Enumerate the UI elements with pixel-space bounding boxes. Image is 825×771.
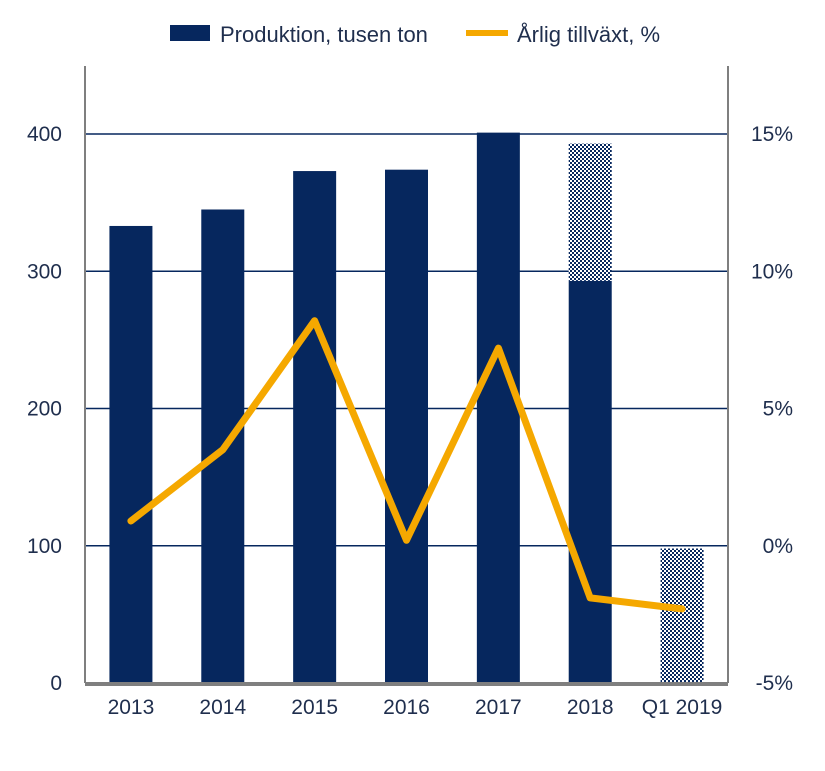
left-tick-label: 400 [27,123,62,146]
right-tick-label: 0% [763,535,793,558]
tick-labels: 0 100 200 300 400 -5% 0% 5% 10% 15% 2013 2014 2015 20… [27,123,793,719]
legend-line-label: Årlig tillväxt, % [517,22,660,47]
left-tick-label: 0 [50,672,62,695]
bar-patterned-Q1-2019 [660,548,704,683]
bar-2013 [109,225,153,683]
right-tick-label: 15% [751,123,793,146]
bar-patterned-2018 [568,143,612,281]
left-tick-label: 100 [27,535,62,558]
bar-2017 [476,132,520,683]
legend: Produktion, tusen ton Årlig tillväxt, % [170,22,660,47]
bar-2015 [293,171,337,683]
legend-bar-label: Produktion, tusen ton [220,22,428,47]
axes [84,66,729,686]
legend-bar-swatch [170,25,210,41]
x-tick-label: 2014 [199,696,246,719]
growth-line-layer [127,317,686,613]
x-tick-label: Q1 2019 [642,696,723,719]
bars [109,132,704,684]
x-tick-label: 2018 [567,696,614,719]
left-tick-label: 300 [27,260,62,283]
right-tick-label: 5% [763,398,793,421]
x-tick-label: 2017 [475,696,522,719]
right-tick-label: -5% [756,672,793,695]
x-tick-label: 2015 [291,696,338,719]
x-tick-label: 2016 [383,696,430,719]
left-tick-label: 200 [27,398,62,421]
bar-2016 [385,169,428,683]
x-tick-label: 2013 [108,696,155,719]
bar-2018 [568,280,612,683]
right-tick-label: 10% [751,260,793,283]
